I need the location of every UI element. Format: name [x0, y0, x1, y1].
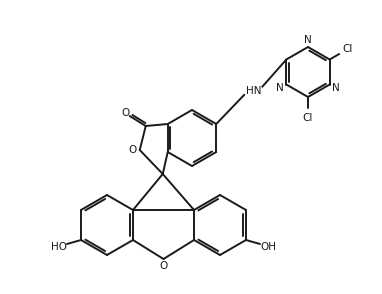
Text: HO: HO	[51, 242, 67, 252]
Text: O: O	[159, 261, 168, 271]
Text: Cl: Cl	[343, 44, 353, 54]
Text: N: N	[277, 83, 284, 93]
Text: HN: HN	[246, 86, 261, 96]
Text: N: N	[304, 35, 312, 45]
Text: O: O	[129, 145, 137, 155]
Text: O: O	[121, 108, 130, 118]
Text: Cl: Cl	[303, 113, 313, 123]
Text: N: N	[332, 83, 340, 93]
Text: OH: OH	[260, 242, 276, 252]
